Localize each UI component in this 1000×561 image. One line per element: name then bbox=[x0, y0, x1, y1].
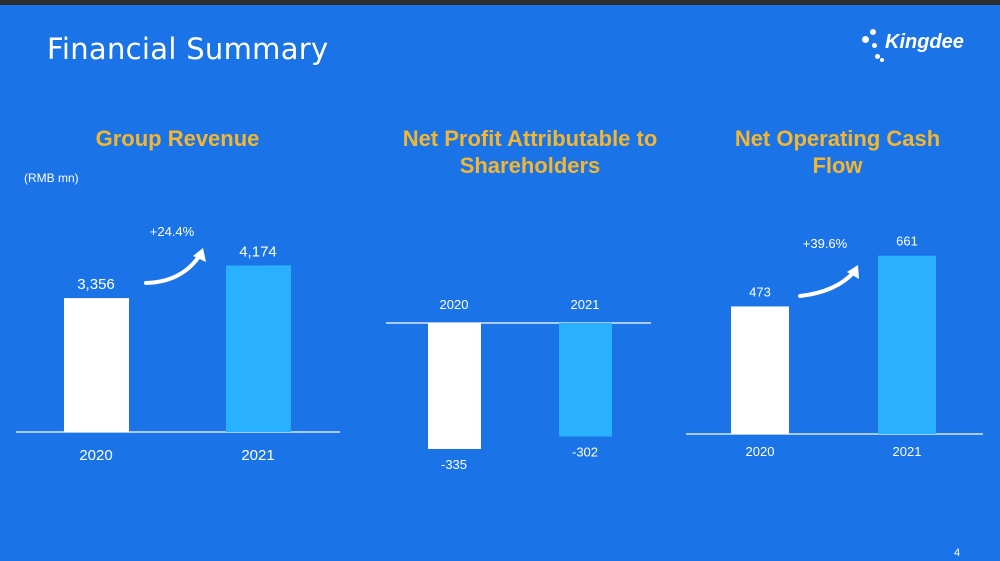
growth-annotation: +39.6% bbox=[803, 236, 848, 251]
page-number: 4 bbox=[954, 547, 961, 559]
bar-2021 bbox=[226, 265, 291, 432]
bar-2021 bbox=[559, 323, 612, 437]
logo-dot bbox=[880, 58, 884, 62]
bar-2021 bbox=[878, 255, 936, 434]
logo-dot bbox=[862, 36, 869, 43]
chart-net-operating-cash-flow: 473 661 2020 2021 +39.6% bbox=[686, 234, 983, 459]
value-label-2021: -302 bbox=[572, 445, 598, 460]
category-label-2020: 2020 bbox=[746, 444, 775, 459]
growth-arrow-icon bbox=[144, 248, 206, 285]
slide-title: Financial Summary bbox=[47, 32, 329, 66]
logo-dot bbox=[872, 43, 877, 48]
kingdee-logo: Kingdee bbox=[858, 26, 978, 66]
bar-2020 bbox=[731, 306, 789, 434]
unit-note: (RMB mn) bbox=[24, 171, 79, 185]
category-label-2020: 2020 bbox=[440, 297, 469, 312]
category-label-2021: 2021 bbox=[893, 444, 922, 459]
logo-dot bbox=[870, 29, 876, 35]
chart-group-revenue: 3,356 4,174 2020 2021 +24.4% bbox=[16, 224, 340, 464]
chart-title-net-profit: Net Profit Attributable to Shareholders bbox=[402, 126, 658, 178]
growth-annotation: +24.4% bbox=[150, 224, 195, 239]
category-label-2021: 2021 bbox=[571, 297, 600, 312]
bar-2020 bbox=[64, 298, 129, 432]
growth-arrow-icon bbox=[798, 265, 859, 298]
value-label-2020: -335 bbox=[441, 457, 467, 472]
category-label-2020: 2020 bbox=[79, 447, 112, 464]
chart-title-group-revenue: Group Revenue bbox=[95, 126, 260, 151]
value-label-2020: 3,356 bbox=[77, 276, 115, 293]
chart-net-profit: 2020 2021 -335 -302 bbox=[386, 297, 651, 472]
value-label-2020: 473 bbox=[749, 284, 771, 299]
value-label-2021: 4,174 bbox=[239, 243, 277, 260]
bar-2020 bbox=[428, 323, 481, 449]
value-label-2021: 661 bbox=[896, 234, 918, 249]
top-bar bbox=[0, 0, 1000, 5]
chart-title-net-operating-cash-flow: Net Operating Cash Flow bbox=[734, 126, 941, 178]
category-label-2021: 2021 bbox=[241, 447, 274, 464]
logo-text: Kingdee bbox=[885, 31, 964, 53]
logo-dot bbox=[875, 54, 880, 59]
